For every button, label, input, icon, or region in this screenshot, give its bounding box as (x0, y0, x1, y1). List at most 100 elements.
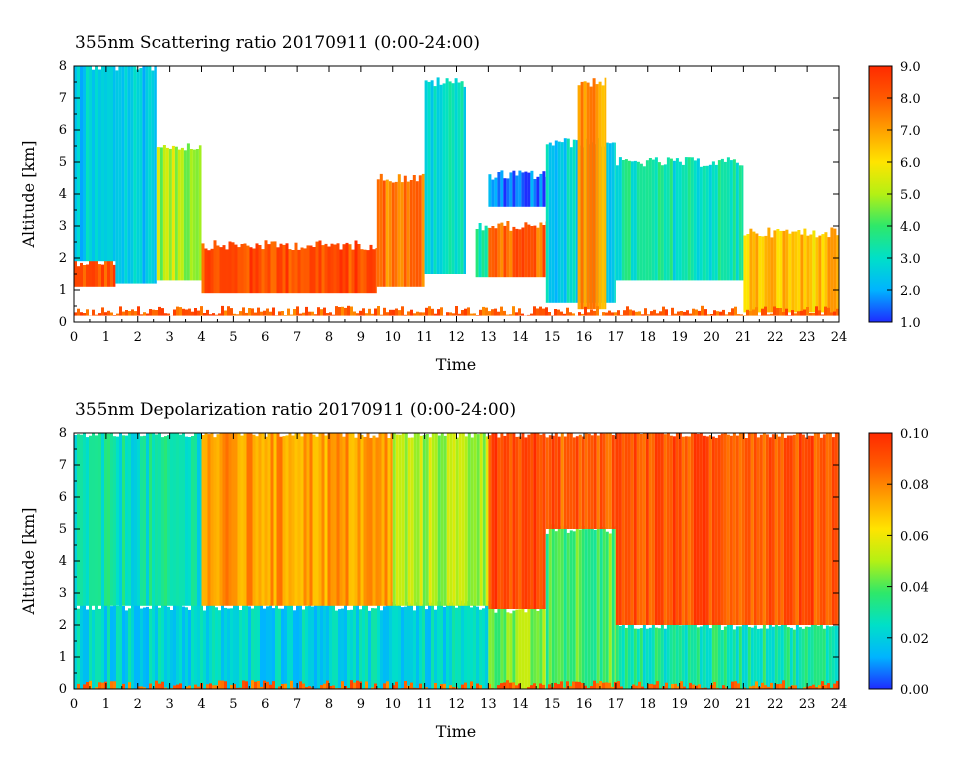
heatmap-cell (470, 313, 473, 316)
heatmap-cell (185, 436, 188, 606)
data-region (743, 227, 839, 313)
heatmap-cell (374, 683, 377, 689)
heatmap-cell (209, 314, 212, 316)
heatmap-cell (602, 682, 605, 689)
heatmap-cell (482, 306, 485, 316)
heatmap-cell (756, 437, 760, 625)
heatmap-cell (359, 310, 362, 316)
heatmap-cell (572, 681, 575, 689)
heatmap-cell (431, 308, 434, 316)
heatmap-cell (80, 312, 83, 316)
heatmap-cell (461, 684, 464, 689)
heatmap-cell (683, 686, 686, 689)
heatmap-cell (500, 222, 504, 278)
heatmap-cell (410, 309, 413, 316)
heatmap-cell (380, 610, 383, 689)
heatmap-cell (323, 307, 326, 316)
heatmap-cell (767, 314, 770, 316)
heatmap-cell (86, 609, 89, 689)
heatmap-cell (188, 685, 191, 689)
heatmap-cell (752, 309, 755, 316)
heatmap-cell (158, 607, 161, 689)
heatmap-cell (261, 249, 265, 294)
heatmap-cell (329, 686, 332, 689)
heatmap-cell (287, 601, 290, 689)
heatmap-cell (388, 181, 392, 287)
heatmap-cell (188, 609, 191, 689)
heatmap-cell (151, 70, 155, 284)
heatmap-cell (800, 310, 803, 316)
heatmap-cell (764, 235, 768, 313)
heatmap-cell (191, 311, 194, 316)
heatmap-cell (651, 159, 655, 281)
heatmap-cell (236, 687, 239, 689)
heatmap-cell (449, 433, 453, 606)
heatmap-cell (131, 601, 134, 689)
heatmap-cell (590, 435, 594, 529)
heatmap-cell (311, 687, 314, 689)
heatmap-cell (192, 149, 196, 281)
heatmap-cell (145, 66, 149, 284)
heatmap-cell (228, 433, 232, 606)
x-tick-label: 12 (448, 330, 465, 345)
heatmap-cell (479, 433, 483, 606)
heatmap-cell (644, 308, 647, 316)
heatmap-cell (161, 603, 164, 689)
heatmap-cell (509, 230, 513, 278)
heatmap-cell (219, 247, 223, 294)
heatmap-cell (530, 226, 534, 278)
heatmap-cell (89, 66, 92, 262)
heatmap-cell (491, 179, 495, 207)
heatmap-cell (266, 606, 269, 689)
heatmap-cell (407, 601, 410, 689)
heatmap-cell (137, 306, 140, 316)
heatmap-cell (536, 176, 540, 207)
heatmap-cell (188, 308, 191, 316)
heatmap-cell (110, 66, 113, 262)
heatmap-cell (194, 684, 197, 689)
heatmap-cell (804, 626, 808, 689)
heatmap-cell (425, 307, 428, 316)
heatmap-cell (566, 433, 570, 529)
colorbar-tick-label: 5.0 (900, 188, 921, 203)
heatmap-cell (593, 310, 596, 316)
heatmap-cell (348, 244, 352, 294)
heatmap-cell (794, 231, 798, 313)
heatmap-cell (536, 308, 539, 316)
heatmap-cell (572, 313, 575, 316)
heatmap-cell (825, 625, 829, 689)
heatmap-cell (794, 313, 797, 316)
colorbar-tick-label: 4.0 (900, 220, 921, 235)
heatmap-cell (690, 624, 694, 689)
heatmap-cell (771, 626, 775, 689)
heatmap-cell (374, 608, 377, 689)
plot1-xlabel: Time (436, 355, 476, 374)
heatmap-cell (320, 685, 323, 689)
heatmap-cell (518, 609, 522, 689)
heatmap-cell (659, 311, 662, 316)
heatmap-cell (233, 313, 236, 316)
heatmap-cell (320, 602, 323, 689)
heatmap-cell (801, 434, 805, 625)
heatmap-cell (828, 626, 832, 689)
heatmap-cell (119, 433, 122, 606)
heatmap-cell (433, 86, 437, 274)
x-tick-label: 20 (703, 330, 720, 345)
heatmap-cell (345, 242, 349, 294)
heatmap-cell (171, 145, 175, 281)
heatmap-cell (339, 433, 343, 606)
heatmap-cell (353, 682, 356, 689)
heatmap-cell (780, 433, 784, 625)
heatmap-cell (524, 222, 528, 278)
heatmap-cell (167, 435, 170, 606)
heatmap-cell (303, 248, 307, 294)
heatmap-cell (326, 313, 329, 316)
heatmap-cell (660, 165, 664, 281)
heatmap-cell (762, 620, 766, 689)
heatmap-cell (554, 309, 557, 316)
heatmap-cell (789, 627, 793, 689)
heatmap-cell (530, 433, 534, 609)
heatmap-cell (354, 240, 358, 294)
heatmap-cell (254, 312, 257, 316)
data-region (488, 604, 546, 689)
